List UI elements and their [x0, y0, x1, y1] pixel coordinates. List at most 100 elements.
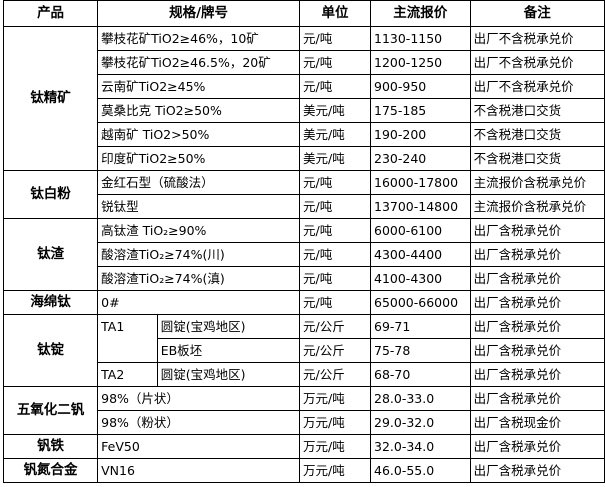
spec-cell: 0# — [97, 290, 300, 315]
price-cell: 900-950 — [370, 74, 471, 99]
unit-cell: 元/公斤 — [298, 362, 372, 387]
note-cell: 主流报价含税承兑价 — [469, 194, 605, 219]
price-cell: 175-185 — [370, 98, 471, 123]
table-row: 越南矿 TiO2>50% 美元/吨 190-200 不含税港口交货 — [4, 122, 605, 147]
unit-cell: 美元/吨 — [298, 122, 372, 147]
header-row: 产品 规格/牌号 单位 主流报价 备注 — [2, 0, 605, 27]
table-row: 印度矿TiO2≥50% 美元/吨 230-240 不含税港口交货 — [4, 146, 605, 171]
grade-cell: TA2 — [97, 362, 158, 387]
spec-cell: 攀枝花矿TiO2≥46%，10矿 — [97, 26, 300, 51]
table-row: 酸溶渣TiO₂≥74%(滇) 元/吨 4100-4300 出厂含税承兑价 — [4, 266, 605, 291]
price-cell: 16000-17800 — [370, 170, 471, 195]
price-cell: 1130-1150 — [370, 26, 471, 51]
product-cell: 钛精矿 — [2, 26, 99, 171]
spec-cell: 云南矿TiO2≥45% — [97, 74, 300, 99]
unit-cell: 元/公斤 — [298, 314, 372, 339]
unit-cell: 元/吨 — [298, 50, 372, 75]
spec-cell: 酸溶渣TiO₂≥74%(滇) — [97, 266, 300, 291]
header-unit: 单位 — [298, 0, 372, 27]
price-cell: 4300-4400 — [370, 242, 471, 267]
price-cell: 190-200 — [370, 122, 471, 147]
table-row: 钛渣 高钛渣 TiO₂≥90% 元/吨 6000-6100 出厂含税承兑价 — [2, 218, 605, 291]
price-cell: 13700-14800 — [370, 194, 471, 219]
header-product: 产品 — [2, 0, 99, 27]
product-cell: 钒铁 — [2, 434, 99, 459]
price-cell: 46.0-55.0 — [370, 458, 471, 483]
note-cell: 出厂含税承兑价 — [469, 290, 605, 315]
grade-cell: TA1 — [97, 314, 158, 363]
note-cell: 出厂不含税承兑价 — [469, 74, 605, 99]
table-row: 钛精矿 攀枝花矿TiO2≥46%，10矿 元/吨 1130-1150 出厂不含税承兑价 — [2, 26, 605, 171]
table-row: 海绵钛 0# 元/吨 65000-66000 出厂含税承兑价 — [2, 290, 605, 315]
unit-cell: 万元/吨 — [298, 458, 372, 483]
spec-cell: 越南矿 TiO2>50% — [97, 122, 300, 147]
price-cell: 68-70 — [370, 362, 471, 387]
note-cell: 出厂含税承兑价 — [469, 434, 605, 459]
header-note: 备注 — [469, 0, 605, 27]
unit-cell: 万元/吨 — [298, 386, 372, 411]
note-cell: 出厂含税承兑价 — [469, 266, 605, 291]
price-cell: 75-78 — [370, 338, 471, 363]
note-cell: 不含税港口交货 — [469, 122, 605, 147]
unit-cell: 元/吨 — [298, 74, 372, 99]
note-cell: 出厂含税承兑价 — [469, 314, 605, 339]
note-cell: 出厂不含税承兑价 — [469, 50, 605, 75]
table-row: 钒铁 FeV50 万元/吨 32.0-34.0 出厂含税承兑价 — [2, 434, 605, 459]
unit-cell: 元/吨 — [298, 170, 372, 195]
price-cell: 6000-6100 — [370, 218, 471, 243]
spec-cell: 锐钛型 — [97, 194, 300, 219]
note-cell: 出厂不含税承兑价 — [469, 26, 605, 51]
price-cell: 29.0-32.0 — [370, 410, 471, 435]
spec-cell: VN16 — [97, 458, 300, 483]
product-cell: 钛锭 — [2, 314, 99, 387]
unit-cell: 元/吨 — [298, 26, 372, 51]
note-cell: 出厂含税承兑价 — [469, 338, 605, 363]
spec-cell: EB板坯 — [156, 338, 300, 363]
spec-cell: 98%（片状） — [97, 386, 300, 411]
price-cell: 69-71 — [370, 314, 471, 339]
table-row: 钒氮合金 VN16 万元/吨 46.0-55.0 出厂含税承兑价 — [2, 458, 605, 483]
spec-cell: 攀枝花矿TiO2≥46.5%，20矿 — [97, 50, 300, 75]
note-cell: 出厂含税现金价 — [469, 410, 605, 435]
table-row: 酸溶渣TiO₂≥74%(川) 元/吨 4300-4400 出厂含税承兑价 — [4, 242, 605, 267]
price-cell: 230-240 — [370, 146, 471, 171]
unit-cell: 万元/吨 — [298, 410, 372, 435]
price-cell: 1200-1250 — [370, 50, 471, 75]
unit-cell: 元/吨 — [298, 290, 372, 315]
unit-cell: 元/吨 — [298, 266, 372, 291]
unit-cell: 万元/吨 — [298, 434, 372, 459]
unit-cell: 美元/吨 — [298, 98, 372, 123]
product-cell: 钛渣 — [2, 218, 99, 291]
price-cell: 65000-66000 — [370, 290, 471, 315]
table-row: 钛锭 TA1 圆锭(宝鸡地区) 元/公斤 69-71 出厂含税承兑价 — [2, 314, 605, 387]
unit-cell: 元/吨 — [298, 242, 372, 267]
note-cell: 出厂含税承兑价 — [469, 242, 605, 267]
spec-cell: 圆锭(宝鸡地区) — [156, 362, 300, 387]
note-cell: 主流报价含税承兑价 — [469, 170, 605, 195]
table-row: 锐钛型 元/吨 13700-14800 主流报价含税承兑价 — [4, 194, 605, 219]
note-cell: 不含税港口交货 — [469, 146, 605, 171]
product-cell: 钛白粉 — [2, 170, 99, 219]
unit-cell: 美元/吨 — [298, 146, 372, 171]
table-row: 攀枝花矿TiO2≥46.5%，20矿 元/吨 1200-1250 出厂不含税承兑价 — [4, 50, 605, 75]
table-row: 五氧化二钒 98%（片状） 万元/吨 28.0-33.0 出厂含税承兑价 — [2, 386, 605, 435]
price-cell: 28.0-33.0 — [370, 386, 471, 411]
header-spec: 规格/牌号 — [97, 0, 300, 27]
table-row: 钛白粉 金红石型（硫酸法） 元/吨 16000-17800 主流报价含税承兑价 — [2, 170, 605, 219]
spec-cell: 高钛渣 TiO₂≥90% — [97, 218, 300, 243]
table-body: 钛精矿 攀枝花矿TiO2≥46%，10矿 元/吨 1130-1150 出厂不含税承兑价攀… — [2, 26, 605, 483]
note-cell: 出厂含税承兑价 — [469, 386, 605, 411]
product-cell: 五氧化二钒 — [2, 386, 99, 435]
note-cell: 出厂含税承兑价 — [469, 458, 605, 483]
note-cell: 不含税港口交货 — [469, 98, 605, 123]
spec-cell: 金红石型（硫酸法） — [97, 170, 300, 195]
table-row: 云南矿TiO2≥45% 元/吨 900-950 出厂不含税承兑价 — [4, 74, 605, 99]
unit-cell: 元/吨 — [298, 218, 372, 243]
price-cell: 4100-4300 — [370, 266, 471, 291]
unit-cell: 元/公斤 — [298, 338, 372, 363]
spec-cell: 圆锭(宝鸡地区) — [156, 314, 300, 339]
header-price: 主流报价 — [370, 0, 471, 27]
spec-cell: 莫桑比克 TiO2≥50% — [97, 98, 300, 123]
product-cell: 钒氮合金 — [2, 458, 99, 483]
